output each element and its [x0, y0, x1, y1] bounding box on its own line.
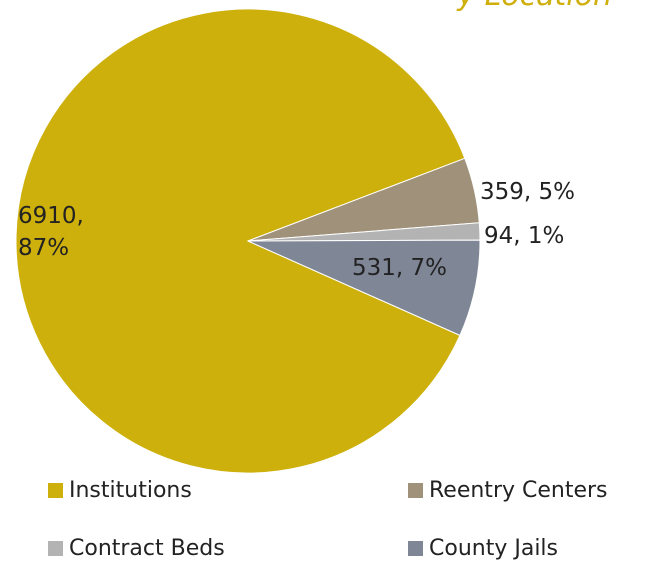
legend-swatch [48, 541, 63, 556]
legend-label: Contract Beds [69, 536, 225, 561]
data-label: 359, 5% [480, 179, 576, 205]
legend-label: Institutions [69, 478, 192, 503]
legend-swatch [408, 483, 423, 498]
pie-slice [15, 8, 466, 474]
legend-swatch [408, 541, 423, 556]
legend-item: Contract Beds [48, 536, 225, 561]
chart-title: y Location [457, 0, 612, 13]
legend-swatch [48, 483, 63, 498]
data-label: 94, 1% [484, 223, 565, 249]
legend-item: Reentry Centers [408, 478, 608, 503]
legend-item: County Jails [408, 536, 558, 561]
data-label: 531, 7% [352, 255, 448, 281]
legend-label: County Jails [429, 536, 559, 561]
pie-slice [247, 239, 481, 337]
legend-label: Reentry Centers [429, 478, 608, 503]
data-label: 6910, 87% [18, 203, 84, 261]
legend-item: Institutions [48, 478, 192, 503]
